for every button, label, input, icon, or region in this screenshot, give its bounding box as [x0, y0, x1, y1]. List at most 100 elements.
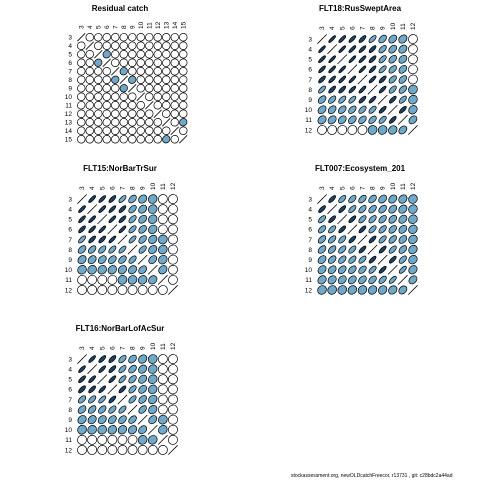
correlation-ellipse: [348, 45, 357, 53]
correlation-ellipse: [318, 215, 327, 224]
correlation-ellipse: [87, 405, 97, 414]
correlation-ellipse: [368, 225, 377, 234]
correlation-ellipse: [348, 75, 357, 84]
diagonal-line: [102, 58, 111, 67]
correlation-ellipse: [398, 285, 408, 295]
correlation-ellipse: [117, 445, 128, 455]
correlation-ellipse: [358, 95, 367, 104]
correlation-ellipse: [128, 194, 137, 204]
correlation-ellipse: [118, 405, 127, 414]
correlation-ellipse: [128, 92, 137, 101]
column-age-label: 10: [150, 182, 157, 190]
correlation-ellipse: [348, 215, 357, 224]
correlation-ellipse: [107, 425, 118, 435]
correlation-ellipse: [388, 55, 397, 64]
correlation-ellipse: [136, 101, 145, 110]
column-age-label: 6: [349, 186, 356, 190]
correlation-ellipse: [145, 33, 154, 42]
correlation-ellipse: [128, 33, 137, 42]
correlation-ellipse: [117, 265, 128, 275]
correlation-ellipse: [388, 255, 397, 264]
row-age-label: 4: [68, 206, 72, 213]
correlation-ellipse: [358, 115, 367, 125]
correlation-ellipse: [378, 34, 387, 44]
diagonal-line: [179, 135, 188, 144]
row-age-label: 8: [308, 87, 312, 94]
correlation-ellipse: [107, 274, 118, 285]
correlation-ellipse: [136, 75, 145, 84]
correlation-ellipse: [153, 58, 162, 67]
correlation-ellipse: [102, 135, 111, 144]
correlation-ellipse: [77, 274, 87, 285]
correlation-ellipse: [347, 285, 358, 295]
correlation-ellipse: [170, 33, 179, 42]
correlation-ellipse: [153, 135, 162, 144]
correlation-ellipse: [162, 126, 171, 135]
column-age-label: 8: [130, 186, 137, 190]
correlation-ellipse: [97, 265, 107, 275]
correlation-ellipse: [158, 254, 168, 265]
correlation-ellipse: [118, 245, 127, 254]
correlation-ellipse: [118, 225, 127, 234]
column-age-label: 9: [129, 25, 136, 29]
correlation-ellipse: [162, 101, 171, 110]
correlation-ellipse: [102, 109, 111, 118]
diagonal-line: [127, 244, 138, 255]
correlation-ellipse: [358, 205, 367, 214]
correlation-ellipse: [111, 75, 120, 84]
row-age-label: 12: [65, 447, 73, 454]
correlation-ellipse: [78, 375, 86, 384]
correlation-ellipse: [78, 215, 86, 224]
correlation-ellipse: [147, 435, 158, 445]
correlation-ellipse: [85, 118, 94, 127]
correlation-ellipse: [77, 92, 86, 101]
correlation-ellipse: [328, 85, 337, 94]
diagonal-line: [367, 84, 378, 95]
correlation-ellipse: [408, 265, 418, 275]
correlation-ellipse: [162, 84, 171, 93]
correlation-ellipse: [317, 275, 327, 285]
correlation-ellipse: [148, 214, 158, 224]
correlation-ellipse: [98, 225, 107, 234]
correlation-ellipse: [378, 115, 387, 124]
correlation-ellipse: [337, 275, 347, 285]
correlation-ellipse: [78, 235, 86, 244]
correlation-ellipse: [378, 245, 387, 254]
correlation-ellipse: [368, 265, 377, 274]
correlation-ellipse: [338, 235, 347, 244]
diagonal-line: [127, 404, 138, 415]
correlation-ellipse: [94, 67, 103, 76]
correlation-ellipse: [157, 364, 168, 375]
correlation-ellipse: [111, 126, 120, 135]
correlation-ellipse: [77, 434, 87, 445]
row-age-label: 14: [65, 128, 73, 135]
panel-title: FLT18:RusSweptArea: [319, 4, 402, 13]
correlation-ellipse: [408, 275, 418, 285]
correlation-ellipse: [378, 45, 387, 54]
row-age-label: 12: [65, 287, 73, 294]
row-age-label: 9: [308, 97, 312, 104]
correlation-ellipse: [157, 394, 168, 405]
correlation-ellipse: [368, 105, 377, 114]
correlation-ellipse: [348, 105, 357, 114]
diagonal-line: [377, 254, 388, 265]
correlation-ellipse: [137, 445, 148, 455]
correlation-ellipse: [128, 58, 137, 67]
diagonal-line: [168, 445, 178, 455]
correlation-ellipse: [148, 255, 158, 265]
correlation-ellipse: [408, 44, 418, 55]
correlation-ellipse: [358, 35, 367, 43]
diagonal-line: [357, 234, 368, 245]
correlation-ellipse: [168, 244, 178, 255]
correlation-ellipse: [408, 234, 418, 245]
correlation-ellipse: [328, 55, 336, 64]
correlation-ellipse: [408, 34, 418, 44]
correlation-ellipse: [388, 235, 397, 244]
correlation-ellipse: [111, 101, 120, 110]
correlation-ellipse: [138, 364, 148, 374]
row-age-label: 12: [65, 111, 73, 118]
correlation-ellipse: [327, 255, 337, 264]
correlation-ellipse: [85, 101, 94, 110]
correlation-ellipse: [347, 275, 357, 285]
correlation-ellipse: [94, 75, 103, 84]
